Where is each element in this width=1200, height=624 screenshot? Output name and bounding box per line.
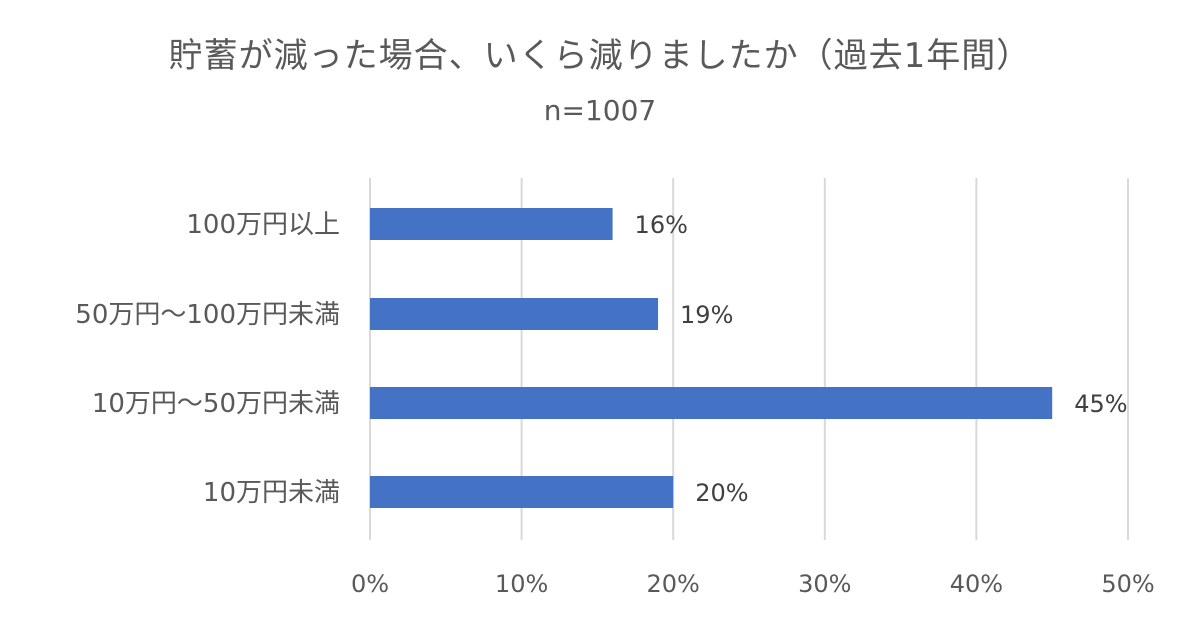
category-label-1: 50万円～100万円未満 <box>75 300 340 330</box>
category-label-2: 10万円～50万円未満 <box>92 389 340 419</box>
bar-2 <box>370 387 1053 419</box>
data-label-3: 20% <box>695 479 748 507</box>
x-tick-label-5: 50% <box>1101 570 1154 598</box>
bar-3 <box>370 476 674 508</box>
x-tick-label-0: 0% <box>351 570 389 598</box>
x-tick-label-3: 30% <box>798 570 851 598</box>
data-label-2: 45% <box>1074 390 1127 418</box>
bar-1 <box>370 298 659 330</box>
chart-subtitle: n=1007 <box>543 94 657 127</box>
x-tick-label-4: 40% <box>950 570 1003 598</box>
category-label-3: 10万円未満 <box>203 478 340 508</box>
x-tick-label-1: 10% <box>495 570 548 598</box>
data-label-1: 19% <box>680 301 733 329</box>
bar-0 <box>370 208 613 240</box>
category-label-0: 100万円以上 <box>186 210 340 240</box>
data-label-0: 16% <box>635 211 688 239</box>
x-tick-label-2: 20% <box>647 570 700 598</box>
chart-title: 貯蓄が減った場合、いくら減りましたか（過去1年間） <box>168 36 1032 76</box>
